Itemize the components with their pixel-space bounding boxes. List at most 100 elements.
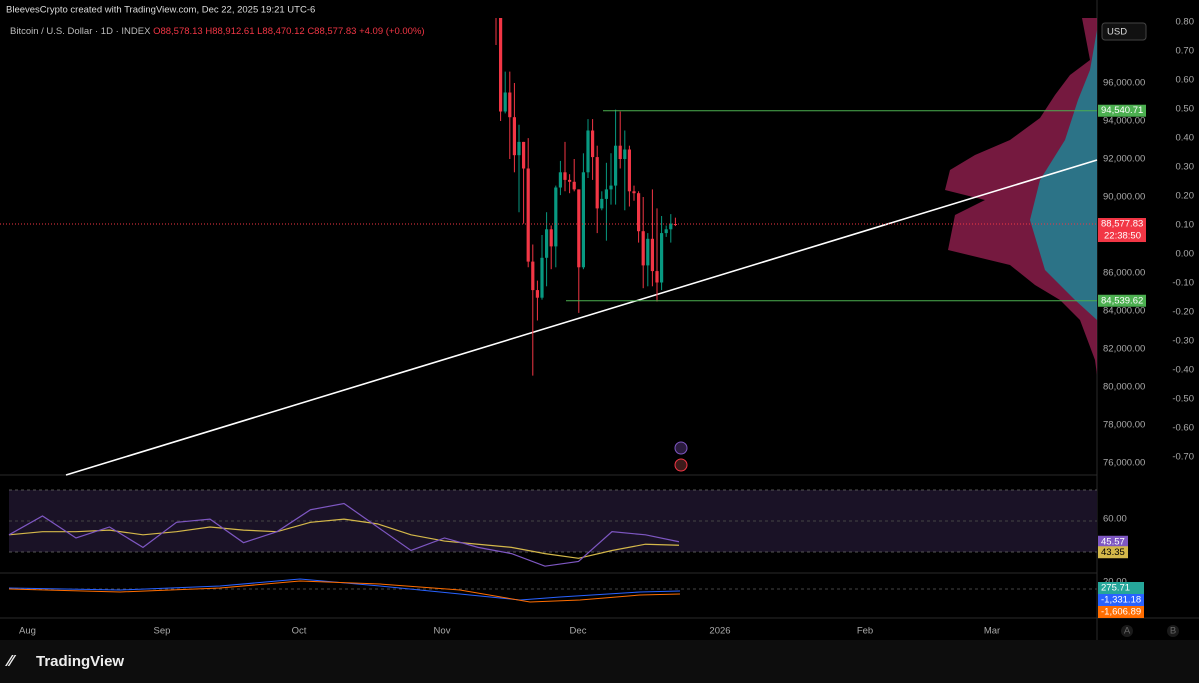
candle-body	[554, 187, 558, 247]
candle-body	[660, 233, 664, 283]
y-tick-label: 82,000.00	[1103, 344, 1145, 355]
y-tick-label: 96,000.00	[1103, 78, 1145, 89]
candle-body	[627, 149, 631, 192]
candle-body	[572, 181, 576, 190]
currency-label: USD	[1107, 27, 1127, 38]
candles	[495, 18, 677, 376]
symbol-line: Bitcoin / U.S. Dollar · 1D · INDEX O88,5…	[10, 26, 425, 37]
x-tick-label: Nov	[434, 626, 451, 637]
candle-body	[650, 238, 654, 272]
candle-body	[563, 172, 567, 180]
candle-body	[623, 149, 627, 159]
y2-tick-label: 0.50	[1176, 104, 1195, 115]
price-tag-timer: 22:38:50	[1104, 231, 1141, 242]
scale-button[interactable]	[1167, 625, 1179, 637]
rsi-tag-label: 45.57	[1101, 536, 1125, 547]
credit: BleevesCrypto created with TradingView.c…	[6, 5, 315, 16]
scale-b: B	[1170, 626, 1176, 637]
symbol: Bitcoin / U.S. Dollar · 1D · INDEX	[10, 26, 151, 37]
rsi-ma-tag-label: 43.35	[1101, 547, 1125, 558]
event-icon[interactable]	[674, 441, 688, 455]
ohlc: O88,578.13	[153, 26, 203, 37]
candle-body	[618, 145, 622, 159]
x-tick-label: Mar	[984, 626, 1000, 637]
price-tag-label: 94,540.71	[1101, 105, 1143, 116]
macd-line	[8, 578, 681, 601]
candle-body	[581, 172, 585, 268]
rsi-tick-label: 60.00	[1103, 514, 1127, 525]
candle-body	[531, 261, 535, 291]
macd-tag-label: 275.71	[1101, 583, 1130, 594]
rsi-ma-line	[8, 518, 680, 559]
rsi-line	[8, 502, 680, 567]
x-tick-label: Dec	[570, 626, 587, 637]
candle-body	[600, 198, 604, 209]
ohlc: L88,470.12	[257, 26, 305, 37]
candle-body	[632, 191, 636, 194]
price-tag	[1098, 218, 1146, 243]
y2-tick-label: -0.20	[1172, 307, 1194, 318]
candle-body	[577, 189, 581, 268]
price-tag-label: 88,577.83	[1101, 219, 1143, 230]
candle-body	[540, 257, 544, 298]
y-tick-label: 76,000.00	[1103, 458, 1145, 469]
y2-tick-label: 0.60	[1176, 75, 1195, 86]
candle-body	[499, 18, 503, 112]
candle-body	[604, 189, 608, 199]
y-tick-label: 92,000.00	[1103, 154, 1145, 165]
x-tick-label: Feb	[857, 626, 873, 637]
x-tick-label: Aug	[19, 626, 36, 637]
price-tag	[1098, 294, 1146, 307]
candle-body	[522, 141, 526, 169]
rsi-tag	[1098, 535, 1128, 548]
price-tag	[1098, 104, 1146, 117]
candle-body	[545, 229, 549, 258]
candle-body	[614, 145, 618, 186]
macd-tag	[1098, 594, 1144, 606]
candle-body	[558, 172, 562, 188]
y2-tick-label: -0.10	[1172, 278, 1194, 289]
x-tick-label: Oct	[292, 626, 307, 637]
y2-tick-label: 0.00	[1176, 249, 1195, 260]
y2-tick-label: 0.30	[1176, 162, 1195, 173]
candle-body	[535, 290, 539, 298]
candle-body	[655, 271, 659, 283]
x-tick-label: Sep	[154, 626, 171, 637]
brand: TradingView	[36, 653, 124, 670]
footer-bar	[0, 640, 1199, 683]
trendline	[65, 159, 1098, 476]
candle-body	[549, 229, 553, 247]
y-tick-label: 86,000.00	[1103, 268, 1145, 279]
signal-line	[8, 580, 681, 603]
candle-body	[591, 130, 595, 158]
candle-body	[664, 229, 668, 234]
candle-body	[637, 193, 641, 232]
y-tick-label: 78,000.00	[1103, 420, 1145, 431]
ohlc: H88,912.61	[205, 26, 254, 37]
y2-tick-label: 0.40	[1176, 133, 1195, 144]
candle-body	[508, 92, 512, 118]
price-tag-label: 84,539.62	[1101, 295, 1143, 306]
y-tick-label: 94,000.00	[1103, 116, 1145, 127]
event-icon[interactable]	[674, 458, 688, 472]
macd-tag-label: -1,606.89	[1101, 607, 1141, 618]
y-tick-label: 90,000.00	[1103, 192, 1145, 203]
candle-body	[517, 141, 521, 156]
rsi-ma-tag	[1098, 546, 1128, 559]
y2-tick-label: 0.70	[1176, 46, 1195, 57]
currency-button[interactable]	[1101, 22, 1147, 41]
candle-body	[609, 185, 613, 190]
candle-body	[595, 157, 599, 209]
volume-profile	[945, 18, 1097, 375]
macd-tag	[1098, 582, 1144, 594]
scale-button[interactable]	[1121, 625, 1133, 637]
y2-tick-label: 0.80	[1176, 17, 1195, 28]
candle-body	[586, 130, 590, 173]
macd-tag-label: -1,331.18	[1101, 595, 1141, 606]
change: +4.09 (+0.00%)	[359, 26, 425, 37]
candle-body	[646, 238, 650, 266]
y-tick-label: 80,000.00	[1103, 382, 1145, 393]
